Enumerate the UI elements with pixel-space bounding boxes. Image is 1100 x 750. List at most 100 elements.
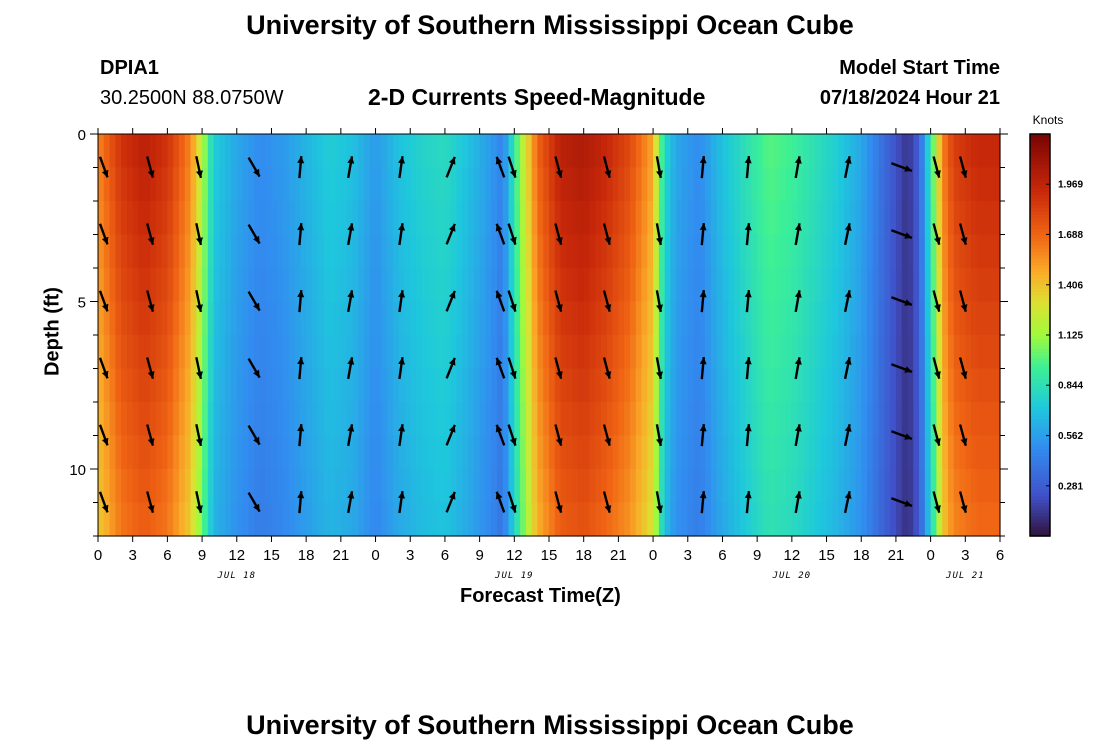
heat-cell [514,469,521,504]
heat-cell [230,402,238,437]
heat-cell [277,167,284,202]
y-axis-title: Depth (ft) [41,287,64,376]
heat-cell [838,134,845,169]
colorbar-segment [1030,274,1050,279]
heat-cell [895,402,903,437]
colorbar-segment [1030,174,1050,179]
heat-cell [444,301,452,336]
heat-cell [618,268,625,303]
heat-cell [693,201,700,236]
heat-cell [485,502,492,537]
heat-cell [138,502,145,537]
colorbar-segment [1030,358,1050,363]
heat-cell [294,167,301,202]
heat-cell [508,234,515,269]
heat-cell [184,167,192,202]
heat-cell [427,435,434,470]
heat-cell [456,435,463,470]
heat-cell [791,167,799,202]
heat-cell [306,301,313,336]
current-arrow [297,155,305,179]
heat-cell [583,201,591,236]
heat-cell [450,368,458,403]
heat-cell [710,234,718,269]
heat-cell [976,469,984,504]
heat-cell [843,335,851,370]
heat-cell [433,335,440,370]
x-tick-label: 9 [753,547,761,564]
heat-cell [774,502,781,537]
colorbar-segment [1030,318,1050,323]
heat-cell [572,368,579,403]
current-arrow [495,357,506,379]
heat-cell [444,268,452,303]
heat-cell [514,134,521,169]
heat-cell [311,167,319,202]
heat-cell [398,368,406,403]
heat-cell [936,435,943,470]
heat-cell [884,368,891,403]
heat-cell [566,469,573,504]
heat-cell [930,167,937,202]
heat-cell [462,301,469,336]
heat-cell [722,435,729,470]
colorbar-segment [1030,294,1050,299]
heat-cell [410,134,417,169]
heat-cell [716,234,724,269]
heat-cell [971,268,978,303]
heat-cell [496,167,504,202]
heat-cell [537,402,544,437]
heat-cell [699,167,706,202]
heat-cell [919,502,926,537]
heat-cell [323,435,330,470]
heat-cell [398,435,406,470]
heat-cell [485,134,492,169]
colorbar-segment [1030,368,1050,373]
heat-cell [549,469,556,504]
heat-cell [288,167,296,202]
current-arrow [794,424,802,447]
heat-cell [936,268,943,303]
heat-cell [878,335,885,370]
heat-cell [629,201,637,236]
heat-cell [722,368,729,403]
heat-cell [202,368,209,403]
heat-cell [375,435,382,470]
heat-cell [508,402,515,437]
heat-cell [705,134,712,169]
heat-cell [444,201,452,236]
heat-cell [566,268,573,303]
heat-cell [271,335,278,370]
heat-cell [739,435,747,470]
heat-cell [734,368,741,403]
heat-cell [358,167,365,202]
heat-cell [566,335,573,370]
heat-cell [150,134,157,169]
heat-cell [890,368,897,403]
heat-cell [491,435,498,470]
heat-cell [554,502,562,537]
heat-cell [213,201,221,236]
heat-cell [786,234,793,269]
heat-cell [676,268,683,303]
current-arrow [98,223,109,245]
heat-cell [820,335,828,370]
heat-cell [757,402,764,437]
heat-cell [855,201,862,236]
heat-cell [381,134,388,169]
current-arrow [794,156,802,179]
heat-cell [335,167,342,202]
heat-cell [595,167,602,202]
heat-cell [583,402,591,437]
colorbar-segment [1030,147,1050,152]
heat-cell [271,435,278,470]
heat-cell [589,402,596,437]
heat-cell [363,234,371,269]
heat-cell [890,469,897,504]
heat-cell [98,368,105,403]
heat-cell [98,402,105,437]
heat-cell [202,201,209,236]
colorbar-segment [1030,234,1050,239]
current-arrow [195,357,203,380]
heat-cell [635,134,643,169]
